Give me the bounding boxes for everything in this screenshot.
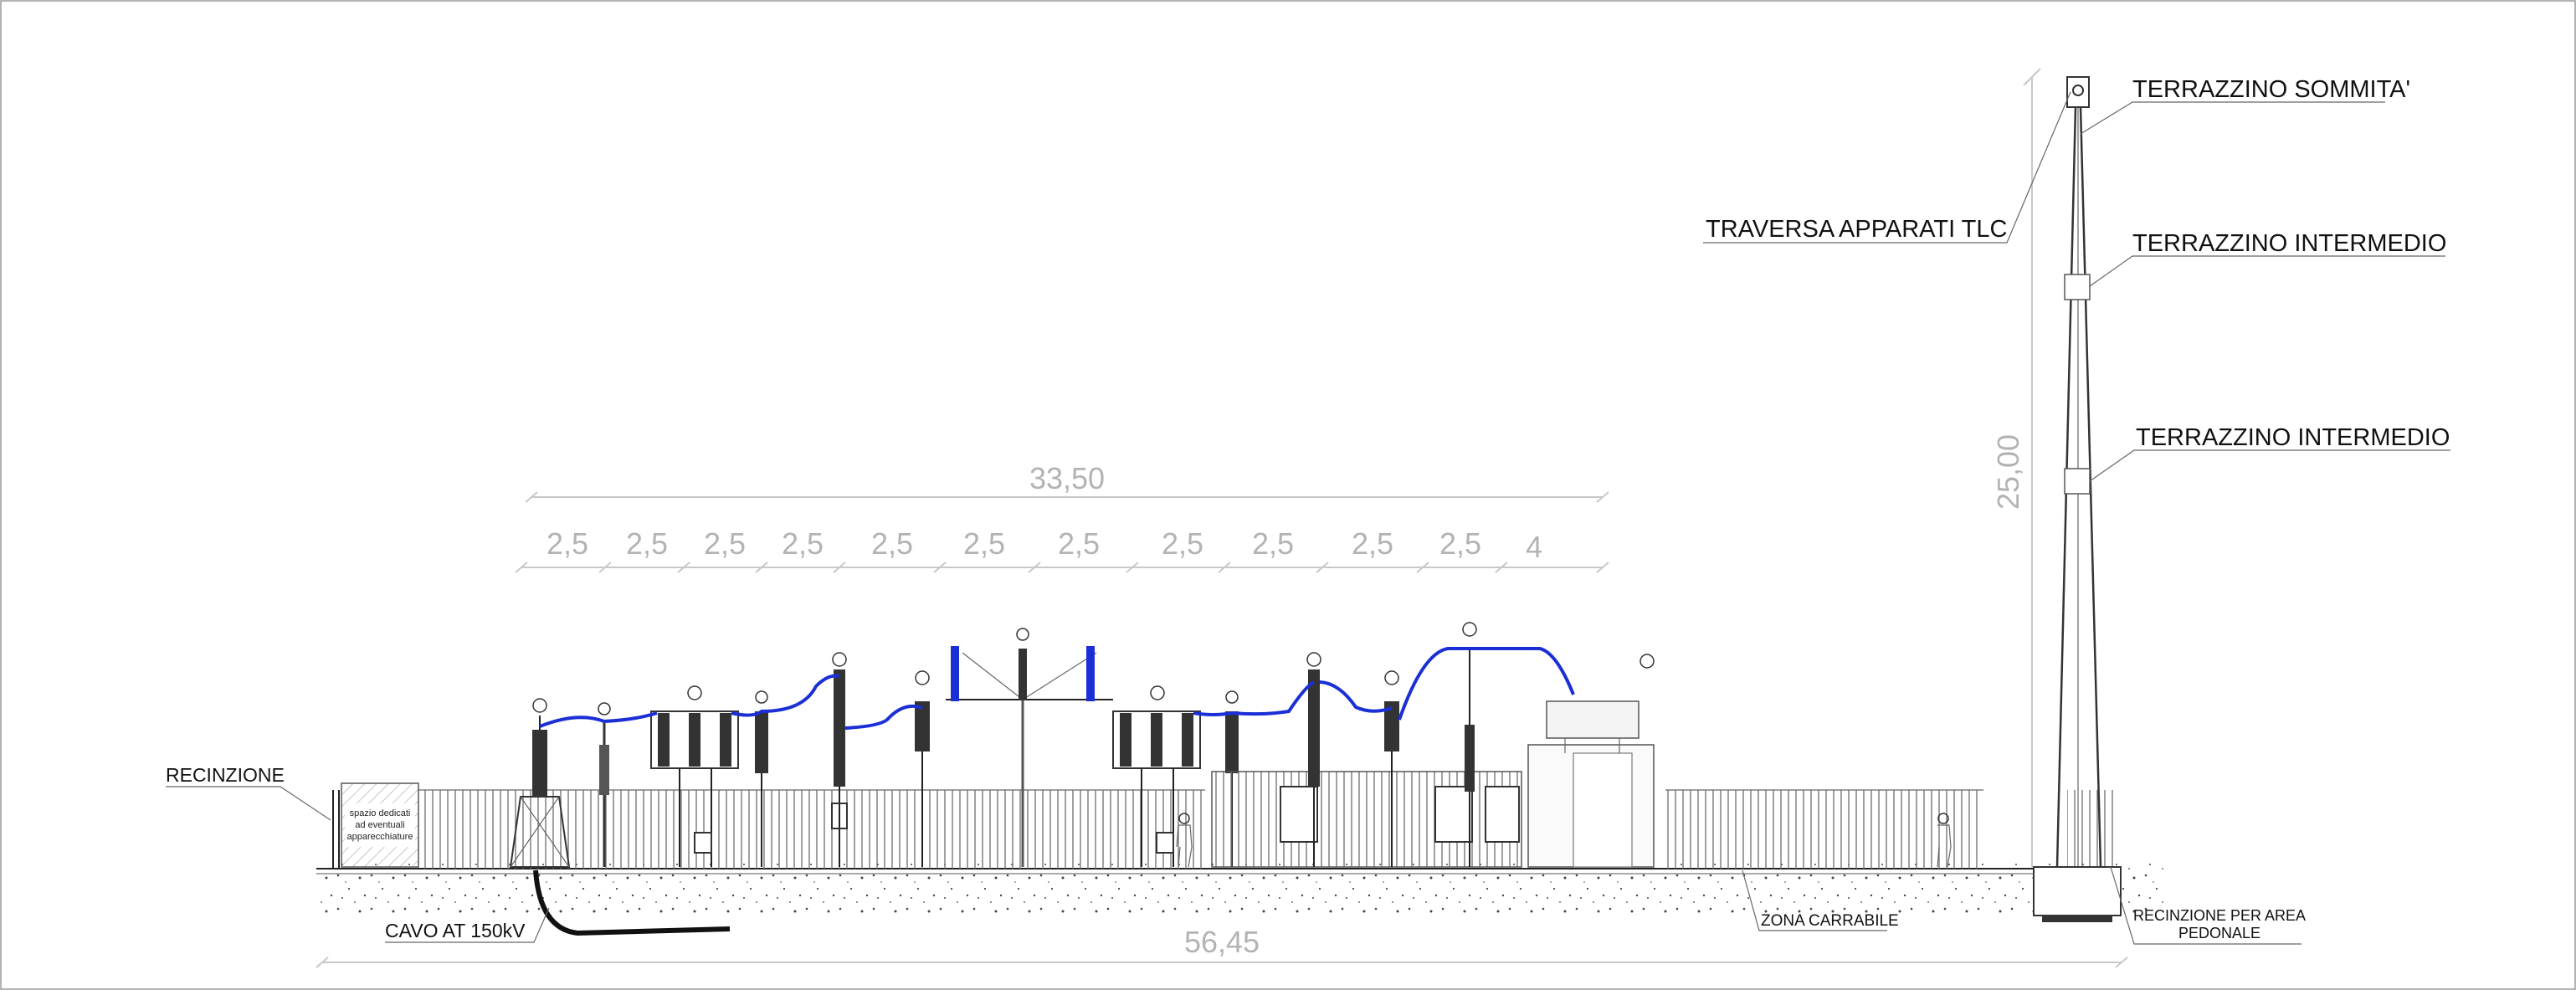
telecom-tower [2033,76,2122,922]
tower-height-value: 25,00 [1991,434,2025,510]
label-cavo-at: CAVO AT 150kV [385,920,526,941]
busbar-gantry [946,646,1113,867]
voltage-transformer-1 [915,701,930,867]
perimeter-fence [332,789,2117,869]
bay-dimensions: 2,5 2,5 2,5 2,5 2,5 2,5 2,5 2,5 2,5 2,5 … [515,526,1609,573]
label-zona-carrabile: ZONA CARRABILE [1761,912,1899,930]
power-transformer [1527,700,1655,868]
disconnector-1 [599,721,609,867]
hv-conductors [539,647,1575,730]
bay-dim-11: 2,5 [1439,526,1481,561]
bay-dim-1: 2,5 [547,526,588,561]
bay-dim-3: 2,5 [704,526,746,561]
bay-dim-5: 2,5 [871,526,913,561]
label-terrazzino-intermedio-1: TERRAZZINO INTERMEDIO [2132,230,2446,257]
ground [316,864,2166,914]
surge-arrester-2 [1308,669,1320,867]
bay-dim-12: 4 [1526,530,1542,564]
equipment-reference-markers [532,622,1655,716]
overall-bottom-value: 56,45 [1184,925,1260,959]
switchgear-cabinets [1211,771,1522,868]
tower-height-dimension: 25,00 [1991,68,2041,867]
label-recinzione-area-pedonale-2: PEDONALE [2178,925,2260,941]
bay-dim-10: 2,5 [1352,526,1393,561]
reserved-space-box: spazio dedicati ad eventuali apparecchia… [341,782,419,868]
overall-top-value: 33,50 [1029,461,1105,495]
label-traversa-apparati-tlc: TRAVERSA APPARATI TLC [1706,216,2007,243]
reserved-space-text-1: spazio dedicati [350,808,411,818]
label-terrazzino-sommita: TERRAZZINO SOMMITA' [2132,76,2410,103]
current-transformer-1 [755,711,768,867]
post-insulator [1465,649,1475,867]
label-recinzione: RECINZIONE [166,764,285,786]
person-figure-1 [1176,813,1193,868]
bay-dim-7: 2,5 [1058,526,1100,561]
voltage-transformer-2 [1384,701,1399,867]
label-terrazzino-intermedio-2: TERRAZZINO INTERMEDIO [2136,424,2450,451]
leader-lines [166,91,2450,945]
hv-cable [533,869,731,936]
bay-dim-9: 2,5 [1252,526,1294,561]
cable-terminal [509,716,571,868]
reserved-space-text-2: ad eventuali [355,820,404,830]
bay-dim-2: 2,5 [626,526,668,561]
overall-top-dimension: 33,50 [525,461,1609,503]
overall-bottom-dimension: 56,45 [316,925,2128,968]
bay-dim-4: 2,5 [782,526,824,561]
label-recinzione-area-pedonale-1: RECINZIONE PER AREA [2133,907,2306,924]
circuit-breaker-2 [1112,710,1201,867]
circuit-breaker-1 [650,710,739,867]
reserved-space-text-3: apparecchiature [347,832,413,842]
surge-arrester-1 [831,669,848,867]
bay-dim-6: 2,5 [963,526,1005,561]
person-figure-2 [1937,813,1952,868]
bay-dim-8: 2,5 [1162,526,1203,561]
